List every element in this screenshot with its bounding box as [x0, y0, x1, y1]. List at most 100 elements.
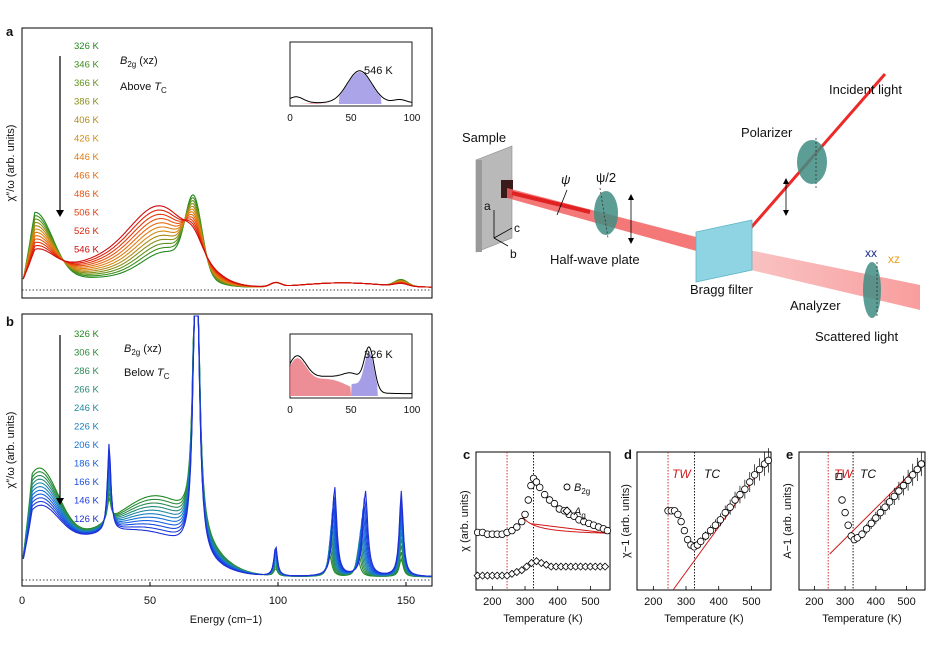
spectrum-a-546K	[22, 205, 432, 288]
c-point	[532, 478, 541, 486]
inset-b-tick-0: 0	[287, 405, 293, 416]
d-point	[741, 485, 749, 493]
inset-a-tick-50: 50	[345, 113, 357, 124]
panel-b-arrow-head	[56, 498, 64, 505]
legend-a-326K: 326 K	[74, 41, 99, 52]
label-axis-b: b	[510, 247, 517, 261]
c-point	[518, 517, 526, 526]
inset-a-tick-100: 100	[404, 113, 421, 124]
e-point	[867, 519, 875, 528]
legend-a-426K: 426 K	[74, 134, 99, 145]
panel-a-frame	[21, 27, 433, 299]
legend-b-126K: 126 K	[74, 514, 99, 525]
label-bragg-filter: Bragg filter	[690, 282, 754, 297]
spectrum-b-226K	[22, 315, 432, 578]
axis-b	[493, 237, 509, 247]
panel-d-xlabel: Temperature (K)	[664, 613, 743, 625]
d-point	[716, 516, 725, 524]
legend-circle-marker	[563, 483, 571, 491]
d-point	[736, 490, 744, 499]
panel-b-ylabel: χ″/ω (arb. units)	[5, 412, 17, 489]
legend-a-366K: 366 K	[74, 78, 99, 89]
panel-b-xtick-0: 0	[19, 595, 25, 607]
panel-e: e A−1 (arb. units) TW TC 200 300 400 500 Te…	[782, 447, 926, 625]
c-point	[513, 523, 521, 531]
panel-d-letter: d	[624, 447, 632, 462]
panel-a-legend: 326 K 346 K 366 K 386 K 406 K 426 K 446 K 466 K…	[74, 41, 99, 256]
panel-b-xtick-150: 150	[397, 595, 415, 607]
panel-b-frame	[21, 313, 433, 587]
e-point	[844, 521, 852, 529]
legend-diamond-marker	[562, 506, 572, 516]
d-xtick-400: 400	[710, 596, 728, 608]
label-psi: ψ	[561, 172, 571, 187]
legend-b-146K: 146 K	[74, 496, 99, 507]
legend-a-446K: 446 K	[74, 152, 99, 163]
panel-b-xlabel: Energy (cm−1)	[190, 614, 262, 626]
half-wave-plate	[594, 191, 618, 235]
legend-a-406K: 406 K	[74, 115, 99, 126]
panel-b-regime: Below TC	[124, 367, 170, 381]
panel-c: c χ (arb. units) B2g Ag 200 300 400 500 Tem…	[459, 447, 612, 625]
panel-c-xlabel: Temperature (K)	[503, 613, 582, 625]
c-xtick-400: 400	[549, 596, 567, 608]
d-point	[726, 503, 734, 511]
c-point	[527, 481, 535, 490]
optical-schematic: Sample a c b ψ ψ/2 Half-wave plate Bragg…	[462, 73, 920, 344]
axis-c	[493, 227, 513, 239]
e-point	[838, 496, 846, 504]
e-point	[885, 498, 894, 506]
e-point	[858, 530, 866, 538]
d-point	[683, 535, 692, 544]
d-xtick-300: 300	[677, 596, 695, 608]
legend-ag: Ag	[573, 506, 586, 520]
label-incident-light: Incident light	[829, 82, 902, 97]
legend-a-466K: 466 K	[74, 171, 99, 182]
panel-c-ylabel: χ (arb. units)	[459, 490, 471, 551]
label-scattered-light: Scattered light	[815, 329, 898, 344]
label-axis-c: c	[514, 221, 520, 235]
legend-b-306K: 306 K	[74, 348, 99, 359]
panel-a-ylabel: χ″/ω (arb. units)	[5, 125, 17, 202]
inset-a-curve	[289, 70, 413, 104]
panel-e-xticks: 200 300 400 500	[805, 586, 916, 608]
panel-b: b χ″/ω (arb. units) 326 K 306 K 286 K 266 K…	[5, 313, 433, 626]
c-point-ag	[517, 566, 526, 575]
label-psi-half: ψ/2	[596, 170, 616, 185]
panel-d-frame	[636, 451, 772, 591]
polarizer	[797, 140, 827, 184]
bragg-filter	[695, 219, 753, 283]
c-point	[536, 483, 544, 492]
legend-b-166K: 166 K	[74, 477, 99, 488]
e-point-square	[835, 473, 843, 481]
inset-a-tick-0: 0	[287, 113, 293, 124]
sample-edge	[476, 160, 482, 252]
panel-b-xaxis: 0 50 100 150 Energy (cm−1)	[19, 582, 415, 626]
d-point	[701, 532, 710, 540]
inset-b-curve	[289, 346, 412, 395]
c-xtick-200: 200	[483, 596, 501, 608]
e-point	[899, 481, 908, 490]
panel-a-symmetry: B2g (xz)	[120, 55, 158, 69]
inset-b-tick-50: 50	[345, 405, 357, 416]
d-point	[755, 465, 764, 474]
e-point	[881, 503, 889, 511]
d-point	[711, 521, 720, 529]
inset-a-red-fill	[290, 103, 412, 104]
panel-b-symmetry: B2g (xz)	[124, 343, 162, 357]
legend-b-326K: 326 K	[74, 329, 99, 340]
panel-c-letter: c	[463, 447, 470, 462]
panel-a-regime: Above TC	[120, 81, 167, 95]
panel-e-letter: e	[786, 447, 793, 462]
panel-b-legend: 326 K 306 K 286 K 266 K 246 K 226 K 206 K 186 K…	[74, 329, 99, 525]
panel-b-xtick-100: 100	[269, 595, 287, 607]
label-half-wave-plate: Half-wave plate	[550, 252, 640, 267]
legend-b-206K: 206 K	[74, 440, 99, 451]
legend-b-266K: 266 K	[74, 385, 99, 396]
panel-e-ylabel: A−1 (arb. units)	[782, 483, 794, 559]
d-point	[764, 456, 773, 465]
c-point	[524, 496, 532, 504]
e-xtick-200: 200	[805, 596, 823, 608]
legend-b-286K: 286 K	[74, 366, 99, 377]
panel-b-letter: b	[6, 314, 14, 329]
